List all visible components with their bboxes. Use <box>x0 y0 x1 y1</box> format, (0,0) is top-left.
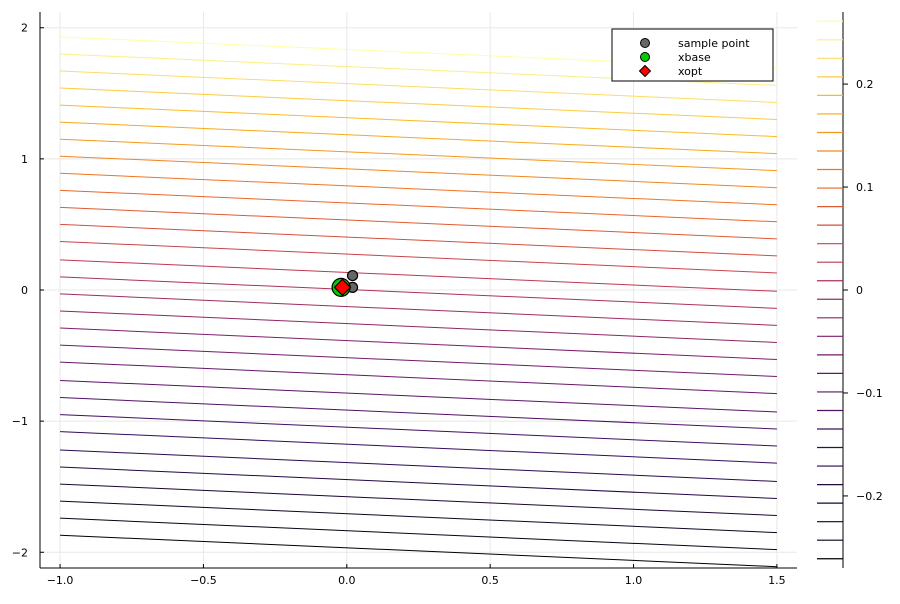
colorbar-tick-label: 0.2 <box>856 78 874 91</box>
colorbar-tick-label: −0.1 <box>856 387 883 400</box>
contour-line <box>60 240 777 274</box>
y-tick-label: 0 <box>21 284 28 297</box>
contour-line <box>60 138 777 172</box>
contour-line <box>60 517 777 551</box>
contour-line <box>60 534 777 568</box>
grid-lines <box>40 12 797 568</box>
legend-marker-sample-point <box>640 38 650 48</box>
contour-line <box>60 431 777 464</box>
x-tick-label: 1.5 <box>768 574 786 587</box>
contour-line <box>60 466 777 499</box>
contour-line <box>60 276 777 309</box>
contour-line <box>60 500 777 534</box>
contour-line <box>60 397 777 430</box>
contour-line <box>60 361 777 395</box>
legend-label-sample-point: sample point <box>678 37 750 50</box>
y-tick-label: 2 <box>21 22 28 35</box>
x-tick-label: −0.5 <box>190 574 217 587</box>
contour-line <box>60 223 777 257</box>
contour-line <box>60 259 777 292</box>
contour-line <box>60 87 777 121</box>
contour-line <box>60 121 777 155</box>
legend-marker-xbase <box>640 52 650 62</box>
legend-label-xbase: xbase <box>678 51 711 64</box>
y-axis-ticks: −2 −1 0 1 2 <box>12 22 44 559</box>
x-tick-label: 1.0 <box>625 574 643 587</box>
colorbar: −0.2 −0.1 0 0.1 0.2 <box>817 12 883 568</box>
contour-line <box>60 449 777 482</box>
x-axis-ticks: −1.0 −0.5 0.0 0.5 1.0 1.5 <box>47 564 786 587</box>
contour-lines <box>60 36 777 568</box>
y-tick-label: 1 <box>21 153 28 166</box>
contour-line <box>60 379 777 413</box>
contour-line <box>60 327 777 360</box>
legend-marker-xopt <box>638 64 652 78</box>
colorbar-tick-label: 0.1 <box>856 181 874 194</box>
contour-line <box>60 206 777 240</box>
contour-line <box>60 483 777 517</box>
contour-line <box>60 293 777 326</box>
x-tick-label: 0.0 <box>338 574 356 587</box>
legend-box <box>611 28 774 82</box>
sample-point-marker <box>346 269 359 282</box>
contour-line <box>60 70 777 103</box>
contour-line <box>60 310 777 343</box>
x-tick-label: −1.0 <box>47 574 74 587</box>
xopt-marker <box>333 278 352 297</box>
contour-line <box>60 104 777 138</box>
contour-line <box>60 155 777 189</box>
contour-line <box>60 189 777 223</box>
colorbar-tick-label: −0.2 <box>856 490 883 503</box>
y-tick-label: −1 <box>12 415 28 428</box>
x-tick-label: 0.5 <box>481 574 499 587</box>
data-points <box>331 269 359 297</box>
y-tick-label: −2 <box>12 546 28 559</box>
contour-line <box>60 344 777 378</box>
contour-line <box>60 172 777 206</box>
colorbar-tick-label: 0 <box>856 284 863 297</box>
contour-line <box>60 414 777 447</box>
legend-label-xopt: xopt <box>678 65 703 78</box>
